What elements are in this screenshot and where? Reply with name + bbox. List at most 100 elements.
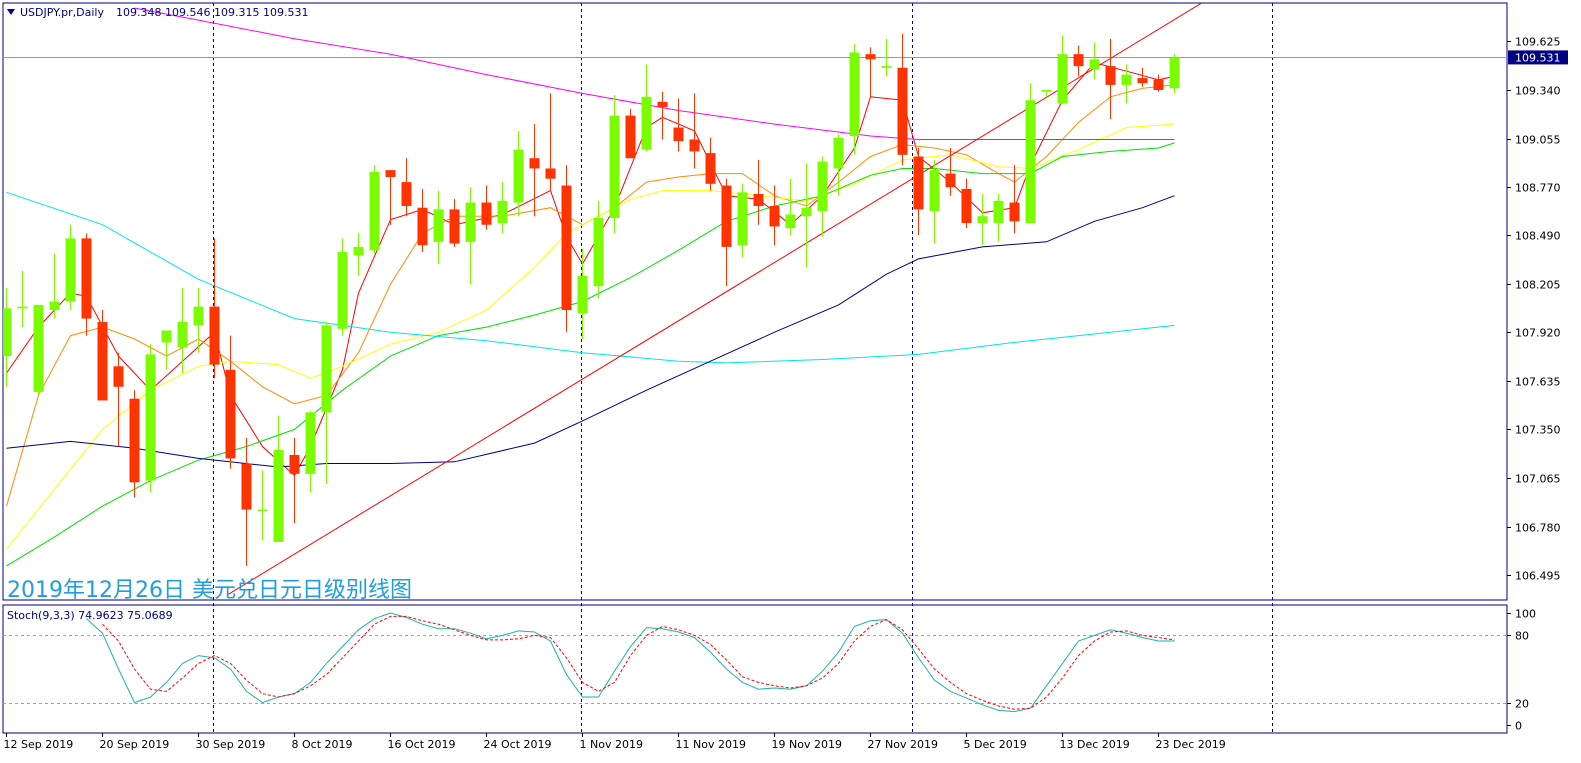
candle-38 xyxy=(609,95,620,234)
candle-28 xyxy=(449,199,460,247)
candle-44 xyxy=(705,137,716,191)
candle-45 xyxy=(721,178,732,287)
candle-48 xyxy=(769,185,780,246)
candle-body xyxy=(849,52,860,137)
candle-27 xyxy=(433,190,444,264)
candle-body xyxy=(625,115,636,159)
candle-68 xyxy=(1089,42,1100,80)
candle-33 xyxy=(529,124,540,217)
candle-body xyxy=(1057,54,1068,104)
stoch-levels xyxy=(3,635,1507,704)
candle-body xyxy=(65,238,76,302)
stoch-tick-label: 100 xyxy=(1515,608,1536,621)
candle-34 xyxy=(545,93,556,191)
candle-body xyxy=(785,214,796,229)
candle-17 xyxy=(273,415,284,543)
candle-body xyxy=(3,308,12,357)
candle-36 xyxy=(577,248,588,340)
last-price-label: 109.531 xyxy=(1515,51,1561,64)
candle-body xyxy=(97,321,108,401)
candle-0 xyxy=(3,287,12,387)
stoch-tick-label: 0 xyxy=(1515,720,1522,733)
candle-body xyxy=(641,96,652,150)
time-tick-label: 19 Nov 2019 xyxy=(772,738,842,751)
price-tick-label: 109.340 xyxy=(1515,85,1561,98)
dropdown-arrow-icon[interactable] xyxy=(7,9,15,15)
main-pane-frame xyxy=(2,2,1508,601)
candle-19 xyxy=(305,410,316,493)
candle-body xyxy=(545,168,556,179)
last-price-marker: 109.531 xyxy=(1508,50,1568,65)
candle-2 xyxy=(33,304,44,396)
candle-body xyxy=(945,173,956,188)
candle-body xyxy=(17,306,28,309)
candle-body xyxy=(513,149,524,203)
time-tick-label: 13 Dec 2019 xyxy=(1060,738,1130,751)
candle-body xyxy=(1073,54,1084,67)
candle-body xyxy=(353,246,364,256)
candle-14 xyxy=(225,335,236,469)
candle-body xyxy=(529,158,540,169)
candle-70 xyxy=(1121,64,1132,104)
candle-body xyxy=(337,252,348,329)
time-tick-label: 30 Sep 2019 xyxy=(196,738,266,751)
candle-body xyxy=(961,188,972,224)
candle-body xyxy=(369,171,380,251)
candle-54 xyxy=(865,47,876,97)
candle-60 xyxy=(961,178,972,229)
time-tick-label: 20 Sep 2019 xyxy=(100,738,170,751)
stoch-lines xyxy=(86,612,1175,713)
candle-body xyxy=(33,304,44,392)
candle-66 xyxy=(1057,35,1068,104)
candle-body xyxy=(865,54,876,60)
candle-body xyxy=(177,321,188,348)
candle-51 xyxy=(817,156,828,237)
ohlc-readout: 109.348 109.546 109.315 109.531 xyxy=(116,6,308,19)
candle-body xyxy=(1041,89,1052,92)
candle-body xyxy=(385,170,396,177)
time-tick-label: 1 Nov 2019 xyxy=(580,738,643,751)
price-tick-label: 107.635 xyxy=(1515,376,1561,389)
price-tick-label: 106.780 xyxy=(1515,522,1561,535)
candle-67 xyxy=(1073,45,1084,77)
time-tick-label: 5 Dec 2019 xyxy=(964,738,1027,751)
candle-73 xyxy=(1169,54,1180,94)
candle-50 xyxy=(801,163,812,268)
candle-body xyxy=(561,185,572,311)
candle-55 xyxy=(881,38,892,77)
candle-body xyxy=(193,306,204,326)
candle-43 xyxy=(689,93,700,169)
candle-20 xyxy=(321,321,332,485)
candle-body xyxy=(1105,66,1116,85)
candle-body xyxy=(433,209,444,242)
candle-body xyxy=(497,200,508,224)
candle-body xyxy=(161,330,172,343)
candle-25 xyxy=(401,158,412,217)
candle-71 xyxy=(1137,67,1148,87)
candle-body xyxy=(737,192,748,246)
candle-49 xyxy=(785,178,796,235)
candle-72 xyxy=(1153,74,1164,92)
stoch-tick-label: 20 xyxy=(1515,698,1529,711)
candle-body xyxy=(801,207,812,217)
candle-47 xyxy=(753,159,764,225)
candle-52 xyxy=(833,134,844,196)
candle-body xyxy=(1153,79,1164,90)
candle-6 xyxy=(97,310,108,401)
stoch-axis: 0 20 80 100 xyxy=(1507,608,1536,733)
price-tick-label: 106.495 xyxy=(1515,570,1561,583)
candle-21 xyxy=(337,238,348,336)
candle-body xyxy=(129,398,140,483)
candle-16 xyxy=(257,470,268,541)
candle-body xyxy=(817,161,828,212)
candle-body xyxy=(1089,59,1100,70)
candle-69 xyxy=(1105,38,1116,119)
last-price-box xyxy=(1508,50,1568,65)
candle-42 xyxy=(673,98,684,152)
candle-body xyxy=(465,202,476,242)
candle-62 xyxy=(993,194,1004,242)
stoch-series-1 xyxy=(102,615,1175,710)
candle-body xyxy=(1025,100,1036,224)
price-tick-label: 107.065 xyxy=(1515,473,1561,486)
